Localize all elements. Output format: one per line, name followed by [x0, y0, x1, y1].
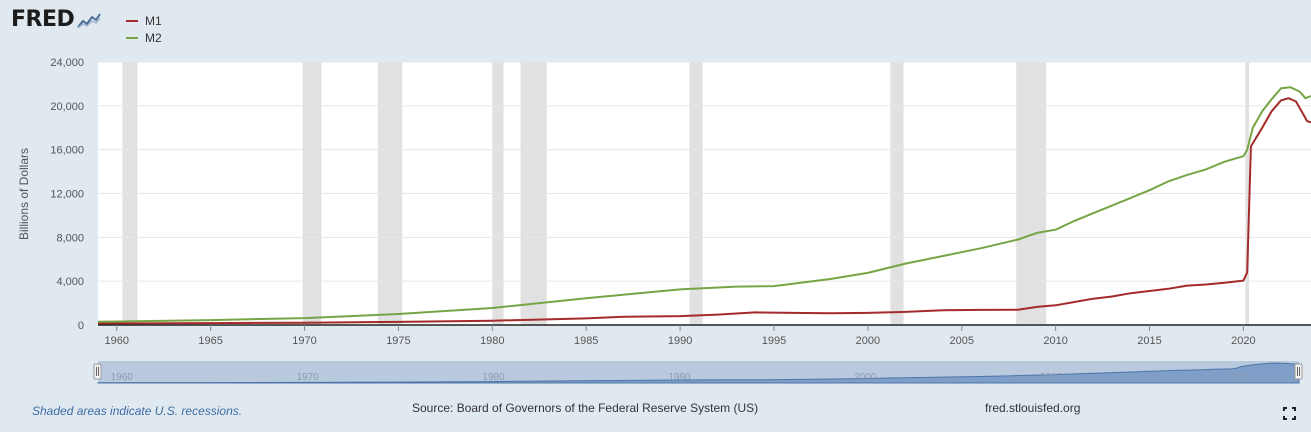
x-tick-label: 2005	[950, 335, 974, 347]
x-tick-label: 2015	[1137, 335, 1161, 347]
legend-swatch-m2	[126, 36, 138, 39]
series-lines	[97, 86, 1311, 325]
y-tick-label: 8,000	[56, 232, 84, 244]
x-tick-label: 1990	[668, 335, 692, 347]
x-tick-label: 1995	[762, 335, 786, 347]
axes	[98, 324, 1311, 331]
y-tick-label: 20,000	[50, 101, 84, 113]
y-tick-label: 16,000	[50, 145, 84, 157]
legend-label-m2: M2	[145, 30, 162, 45]
y-tick-label: 24,000	[50, 57, 84, 69]
fullscreen-icon[interactable]	[1283, 407, 1296, 420]
navigator-label: 2000	[854, 372, 877, 383]
source-text: Source: Board of Governors of the Federa…	[412, 401, 759, 415]
y-axis-title: Billions of Dollars	[17, 148, 31, 240]
chart-legend: M1 M2	[126, 12, 162, 46]
y-tick-labels: 0 4,000 8,000 12,000 16,000 20,000 24,000	[50, 57, 84, 332]
x-tick-labels: 1960 1965 1970 1975 1980 1985 1990 1995 2000 2005…	[105, 335, 1256, 347]
y-tick-label: 12,000	[50, 189, 84, 201]
navigator-label: 2020	[1226, 372, 1249, 383]
navigator-series-area	[97, 362, 1300, 384]
y-tick-label: 0	[78, 320, 84, 332]
x-tick-label: 1980	[480, 335, 504, 347]
y-tick-label: 4,000	[56, 276, 84, 288]
fred-logo: FRED	[11, 7, 102, 32]
x-tick-label: 2000	[856, 335, 880, 347]
x-tick-label: 2020	[1231, 335, 1255, 347]
navigator-handle-right[interactable]	[1294, 363, 1303, 380]
navigator-label: 2010	[1040, 372, 1063, 383]
range-navigator[interactable]: 1960 1970 1980 1990 2000 2010 2020	[93, 361, 1303, 384]
x-tick-label: 1975	[386, 335, 410, 347]
navigator-label: 1970	[297, 372, 320, 383]
x-tick-label: 1965	[198, 335, 222, 347]
recession-note: Shaded areas indicate U.S. recessions.	[32, 404, 243, 418]
legend-swatch-m1	[126, 19, 138, 22]
navigator-label: 1960	[111, 372, 134, 383]
site-url[interactable]: fred.stlouisfed.org	[985, 401, 1081, 415]
x-tick-label: 2010	[1043, 335, 1067, 347]
x-tick-label: 1970	[292, 335, 316, 347]
legend-label-m1: M1	[145, 13, 162, 28]
grid-lines	[98, 61, 1311, 282]
series-line-m2[interactable]	[97, 86, 1311, 323]
legend-item-m1[interactable]: M1	[126, 12, 162, 29]
series-line-m1[interactable]	[97, 97, 1311, 325]
legend-item-m2[interactable]: M2	[126, 29, 162, 46]
line-chart-icon	[77, 10, 102, 29]
fred-logo-text: FRED	[11, 7, 75, 32]
navigator-handle-left[interactable]	[93, 363, 102, 380]
navigator-label: 1990	[668, 372, 691, 383]
x-tick-label: 1985	[574, 335, 598, 347]
navigator-label: 1980	[482, 372, 505, 383]
x-tick-label: 1960	[105, 335, 129, 347]
